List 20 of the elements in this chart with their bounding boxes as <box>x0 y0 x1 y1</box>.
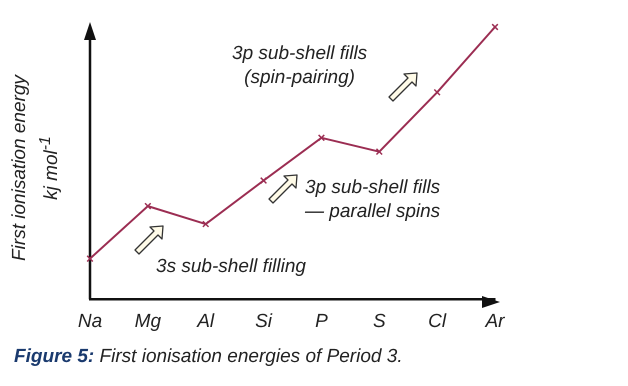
point <box>86 255 94 262</box>
x-tick-label: Mg <box>134 310 162 332</box>
x-tick-label: Al <box>196 310 215 332</box>
x-tick-label: P <box>315 310 328 332</box>
point <box>376 148 383 156</box>
annotation: 3p sub-shell fills (spin-pairing) <box>232 42 368 90</box>
point <box>144 202 152 210</box>
caption: Figure 5: First ionisation energies of Period 3. <box>14 346 403 368</box>
x-tick-label: Ar <box>484 310 506 332</box>
x-tick-label: S <box>372 310 386 332</box>
x-tick-label: Na <box>78 310 102 332</box>
point <box>491 23 499 31</box>
point <box>202 220 210 228</box>
point <box>318 134 326 142</box>
annotation: 3p sub-shell fills — parallel spins <box>305 176 440 224</box>
x-tick-label: Cl <box>428 310 447 332</box>
annotation: 3s sub-shell filling <box>156 255 306 279</box>
point <box>260 176 268 184</box>
point <box>434 88 441 96</box>
x-tick-label: Si <box>255 310 273 332</box>
